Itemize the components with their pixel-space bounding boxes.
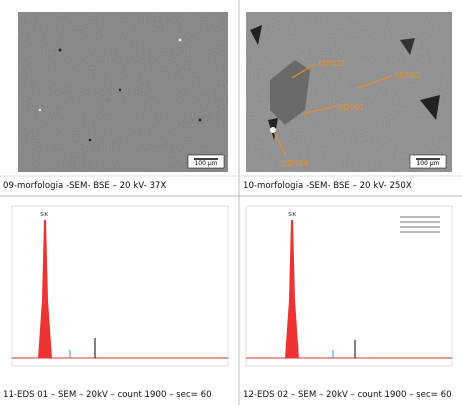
caption: 10-morfologia -SEM- BSE – 20 kV- 250X: [243, 181, 412, 191]
annotation: EDS01: [338, 103, 364, 112]
annotation: EDS02: [318, 59, 344, 68]
peak-label: SiK: [40, 212, 49, 218]
scale-bar-label: 100 µm: [194, 160, 217, 167]
caption: 09-morfologia -SEM- BSE – 20 kV- 37X: [3, 181, 166, 191]
scale-bar-label: 100 µm: [416, 160, 439, 167]
sem-image: EDS02 EDS03 EDS01 EDS04 100 µm: [246, 12, 452, 172]
caption: 12-EDS 02 – SEM – 20kV – count 1900 – se…: [243, 390, 452, 400]
eds-spectrum: SiK: [246, 206, 452, 366]
annotation: EDS03: [394, 71, 420, 80]
peak-label: SiK: [288, 212, 297, 218]
sem-image: 100 µm: [18, 12, 228, 172]
caption: 11-EDS 01 – SEM – 20kV – count 1900 – se…: [3, 390, 212, 400]
eds-spectrum: SiK: [12, 206, 228, 366]
figure: 100 µm 09-morfologia -SEM- BSE – 20 kV- …: [0, 0, 462, 405]
annotation: EDS04: [282, 159, 308, 168]
